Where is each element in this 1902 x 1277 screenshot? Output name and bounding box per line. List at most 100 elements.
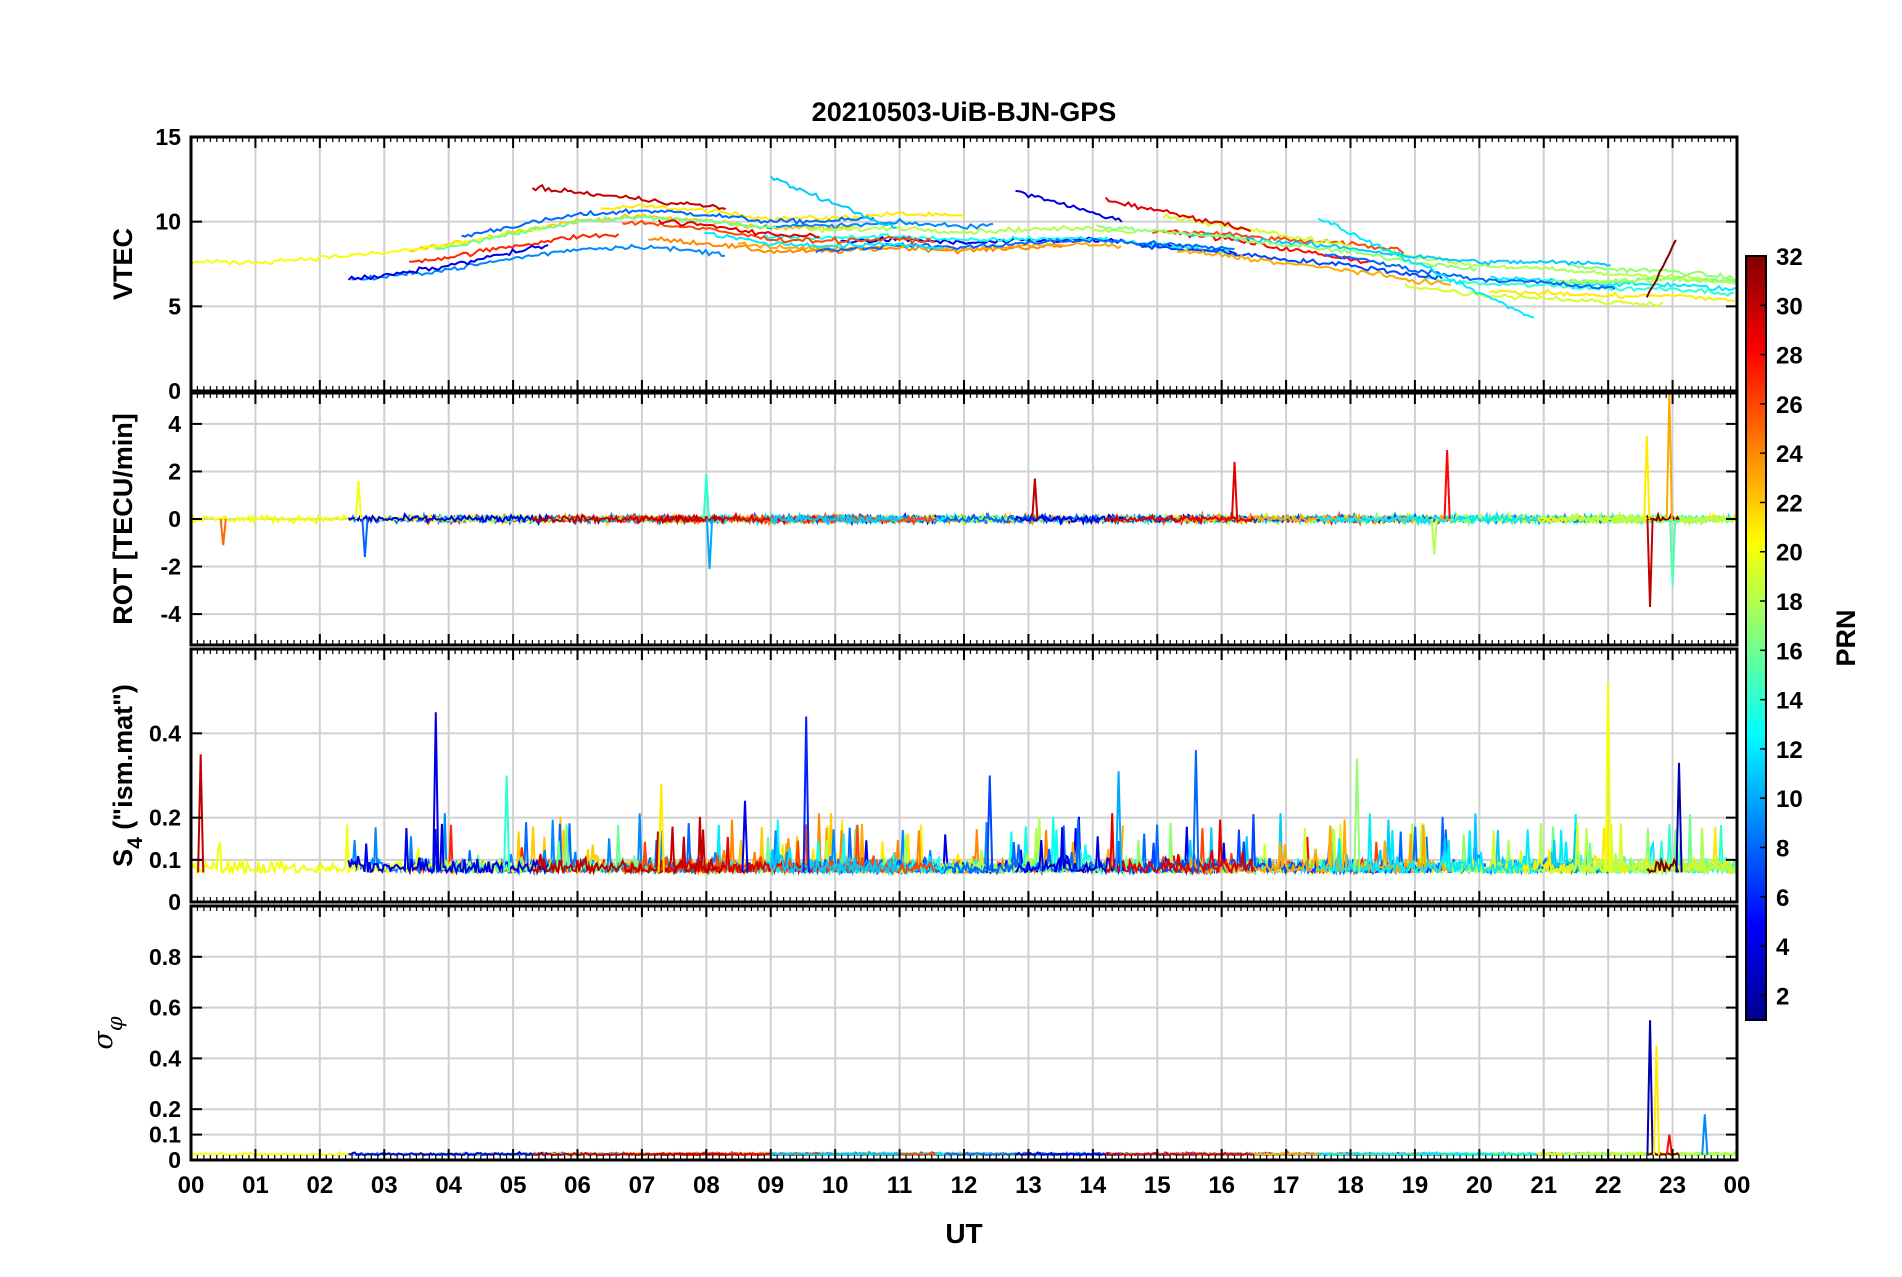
series-prn-line: [1404, 282, 1664, 307]
series-prn-line: [1138, 243, 1443, 281]
spike-mark: [1443, 450, 1451, 520]
spike-mark: [1669, 518, 1677, 586]
y-label-main: σ: [88, 1030, 119, 1050]
x-tick-label: 10: [822, 1172, 849, 1199]
spike-mark: [1230, 461, 1239, 520]
series-prn-line: [1014, 827, 1125, 876]
spike-mark: [1665, 393, 1673, 520]
spike-mark: [219, 518, 227, 546]
series-prn-line: [808, 224, 1135, 235]
series-prn-line: [347, 512, 550, 527]
y-tick-label: -2: [161, 554, 181, 580]
series-prn-line: [1104, 1151, 1255, 1156]
x-tick-label: 03: [371, 1172, 398, 1199]
x-tick-label: 04: [435, 1172, 462, 1199]
spike-mark: [1115, 771, 1123, 873]
series-prn-line: [461, 208, 875, 238]
spike-mark: [1353, 758, 1361, 873]
series-prn-line: [1152, 229, 1405, 255]
colorbar-label: PRN: [1831, 609, 1861, 666]
series-prn-line: [657, 219, 820, 239]
spike-mark: [1646, 1020, 1654, 1155]
series-prn-line: [622, 219, 935, 246]
spike-mark: [1652, 1045, 1661, 1155]
spike-mark: [432, 712, 440, 873]
series-group: [191, 682, 1737, 877]
panel-s4: 00.10.20.4S4 ("ism.mat"): [108, 647, 1739, 915]
x-tick-label: 16: [1208, 1172, 1235, 1199]
spike-mark: [1192, 750, 1200, 873]
colorbar-tick-label: 24: [1776, 441, 1803, 468]
y-axis-label: ROT [TECU/min]: [108, 413, 138, 624]
colorbar-scale: [1745, 255, 1767, 1021]
series-prn-line: [1317, 217, 1535, 319]
spike-mark: [986, 775, 994, 873]
colorbar-tick-label: 4: [1776, 934, 1790, 961]
x-tick-label: 01: [242, 1172, 269, 1199]
series-prn-line: [1489, 288, 1735, 303]
spike-mark: [197, 754, 205, 873]
x-tick-label: 12: [951, 1172, 978, 1199]
spike-mark: [1430, 518, 1438, 555]
x-tick-label: 15: [1144, 1172, 1171, 1199]
panel-sigma_phi: 00.10.2 0.4 0.6 0.8 σφ: [88, 904, 1739, 1173]
x-tick-label: 06: [564, 1172, 591, 1199]
series-prn-line: [1646, 856, 1680, 874]
series-prn-line: [531, 512, 725, 526]
y-tick-label: 0.8: [149, 944, 181, 970]
y-tick-label: 10: [155, 209, 181, 235]
x-tick-label: 09: [757, 1172, 784, 1199]
colorbar-tick-label: 20: [1776, 540, 1803, 567]
spike-mark: [1031, 478, 1039, 520]
x-tick-label: 19: [1402, 1172, 1429, 1199]
y-tick-label: 5: [168, 293, 181, 319]
spike-mark: [503, 775, 511, 873]
spike-mark: [1701, 1114, 1709, 1155]
spike-mark: [361, 518, 369, 558]
series-prn-line: [1015, 189, 1123, 223]
colorbar-tick-label: 16: [1776, 638, 1803, 665]
y-tick-label: 15: [155, 124, 181, 150]
x-tick-label: 07: [629, 1172, 656, 1199]
spike-mark: [702, 473, 710, 520]
y-tick-label: 0.1: [149, 847, 181, 873]
colorbar-tick-label: 26: [1776, 392, 1803, 419]
series-prn-line: [1104, 512, 1255, 526]
spike-mark: [802, 716, 810, 873]
x-tick-label: 23: [1659, 1172, 1686, 1199]
series-prn-line: [769, 511, 899, 526]
colorbar-tick-label: 8: [1776, 835, 1789, 862]
series-prn-line: [347, 244, 549, 281]
series-prn-line: [1176, 512, 1452, 526]
series-group: [191, 1020, 1737, 1157]
spike-mark: [657, 783, 665, 873]
series-prn-line: [770, 175, 897, 229]
series-prn-line: [1176, 248, 1452, 286]
y-tick-label: 0.1: [149, 1122, 181, 1148]
y-axis-label: VTEC: [108, 228, 138, 300]
series-prn-line: [1564, 276, 1736, 286]
y-label-subscript: φ: [103, 1016, 127, 1031]
y-tick-label: 0.4: [149, 1045, 181, 1071]
chart-title: 20210503-UiB-BJN-GPS: [812, 97, 1117, 127]
series-prn-line: [1324, 253, 1616, 290]
colorbar-tick-label: 12: [1776, 737, 1803, 764]
spike-mark: [1675, 762, 1683, 873]
colorbar-tick-label: 30: [1776, 293, 1803, 320]
x-tick-label: 17: [1273, 1172, 1300, 1199]
panel-rot: -4 -2 0 2 4 ROT [TECU/min]: [108, 391, 1739, 647]
x-tick-label: 18: [1337, 1172, 1364, 1199]
series-prn-line: [1104, 813, 1255, 877]
spike-mark: [1643, 435, 1651, 520]
x-tick-label: 05: [500, 1172, 527, 1199]
y-tick-label: 0.4: [149, 720, 181, 746]
series-prn-line: [1568, 263, 1737, 282]
y-label-main: S: [108, 849, 138, 867]
y-tick-label: 0.2: [149, 805, 181, 831]
colorbar-tick-label: 14: [1776, 688, 1803, 715]
spike-mark: [1646, 518, 1654, 607]
series-prn-line: [351, 243, 726, 281]
panel-vtec: 0 5 10 15 VTEC: [108, 124, 1739, 404]
y-tick-label: 0: [168, 889, 181, 915]
